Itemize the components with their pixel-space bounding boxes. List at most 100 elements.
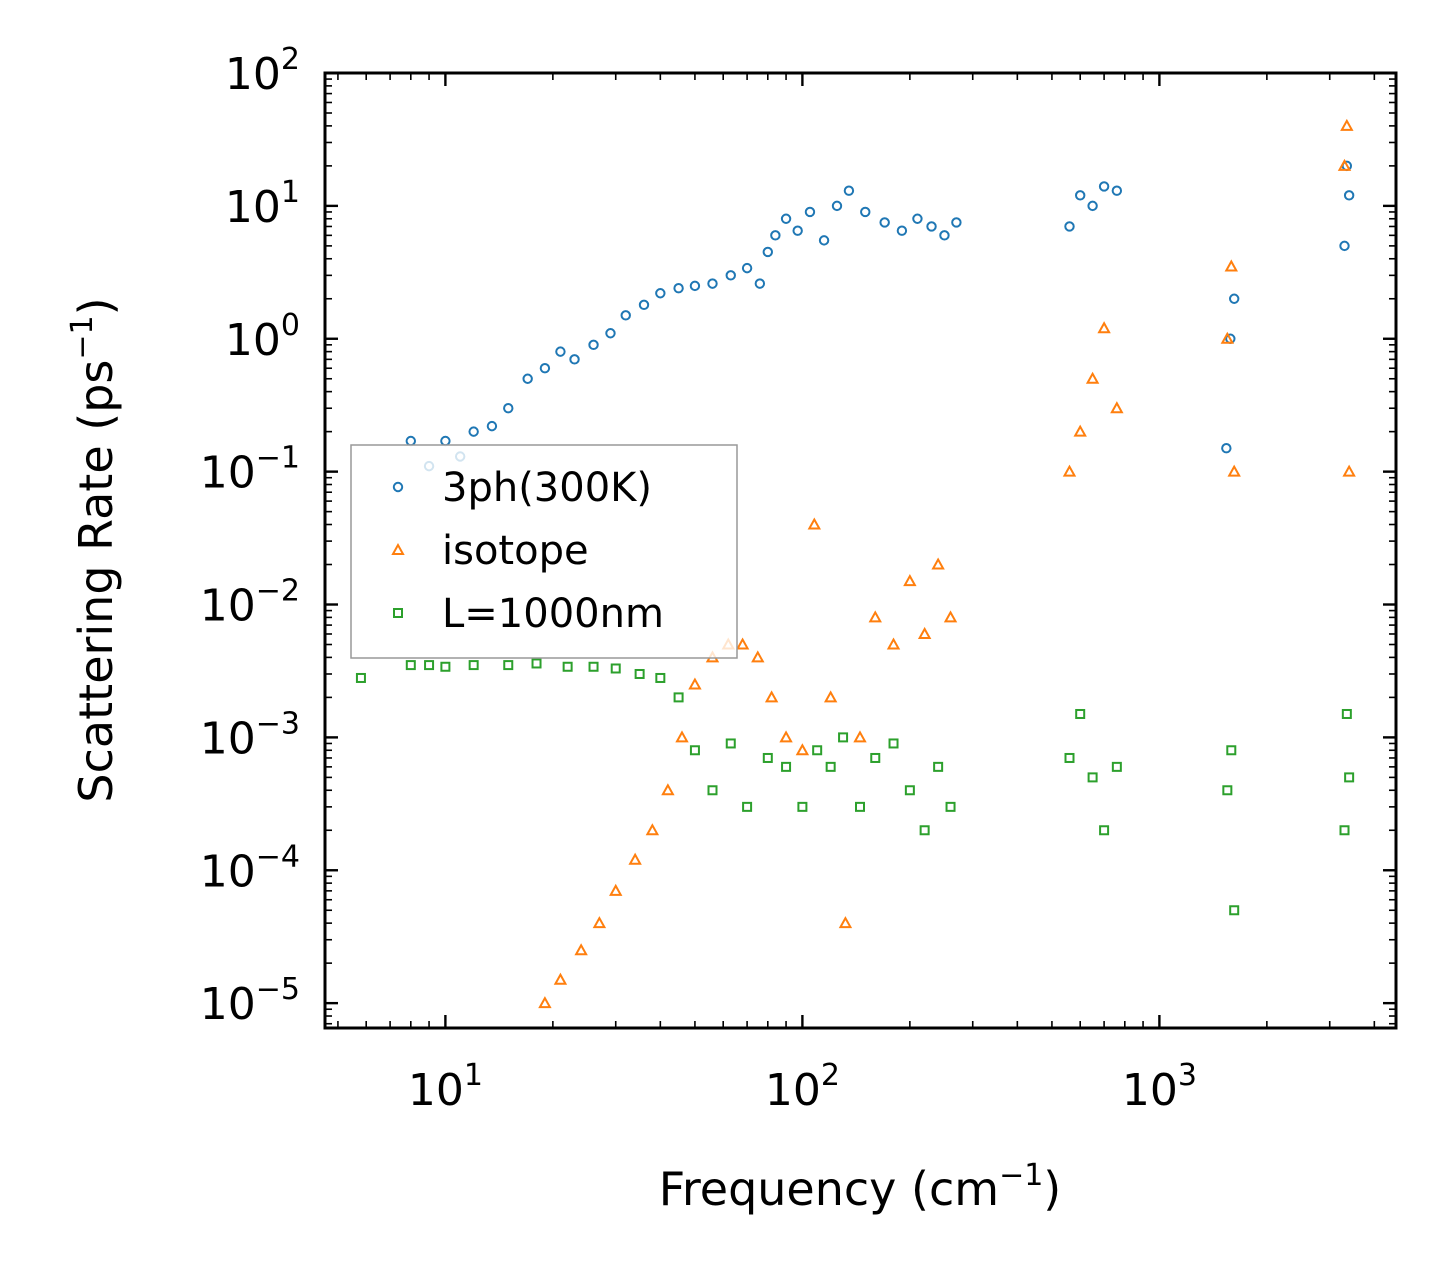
data-point (1110, 401, 1124, 414)
y-tick-label: 10−2 (200, 574, 300, 632)
data-point (1074, 190, 1086, 201)
data-point (764, 690, 779, 703)
series-2 (538, 118, 1356, 1009)
data-point (574, 943, 588, 956)
plot-area (355, 118, 1356, 1009)
data-point (655, 288, 666, 299)
data-point (926, 221, 937, 232)
data-point (1087, 772, 1098, 783)
data-point (860, 206, 871, 218)
data-point (1064, 752, 1075, 763)
data-point (707, 278, 718, 289)
legend-label-2: isotope (442, 528, 589, 574)
data-point (689, 280, 701, 292)
data-point (355, 672, 366, 683)
x-tick-labels: 101 102 103 (408, 1058, 1197, 1116)
data-point (779, 730, 793, 743)
data-point (812, 745, 823, 756)
series-1 (405, 160, 1355, 472)
y-tick-label: 10−3 (200, 706, 300, 764)
data-point (1337, 158, 1352, 171)
data-point (1228, 293, 1240, 304)
data-point (751, 650, 765, 663)
data-point (1099, 825, 1110, 836)
major-ticks (325, 71, 1396, 1028)
data-point (1062, 464, 1077, 477)
data-point (931, 557, 945, 570)
data-point (933, 761, 944, 772)
data-point (531, 658, 542, 669)
data-point (673, 692, 684, 703)
data-point (675, 730, 689, 743)
data-points (355, 118, 1356, 1009)
data-point (1344, 772, 1355, 783)
data-point (888, 738, 899, 749)
data-point (1220, 331, 1235, 344)
legend-marker-3 (393, 608, 403, 618)
data-point (1339, 825, 1350, 836)
y-axis-label: Scattering Rate (ps−1) (65, 297, 123, 802)
data-point (1224, 259, 1238, 272)
x-tick-label: 102 (765, 1058, 840, 1116)
data-point (592, 916, 607, 929)
series-3 (355, 658, 1355, 916)
data-point (1097, 321, 1111, 334)
data-point (707, 785, 718, 796)
data-point (868, 610, 882, 623)
data-point (823, 690, 838, 703)
data-point (1339, 240, 1350, 252)
y-tick-label: 101 (225, 175, 300, 233)
data-point (634, 668, 645, 679)
data-point (951, 217, 962, 228)
data-point (605, 328, 616, 339)
data-point (673, 283, 684, 294)
data-point (855, 801, 866, 812)
data-point (1087, 200, 1098, 212)
data-point (440, 435, 451, 447)
data-point (405, 435, 416, 447)
y-tick-labels: 102 101 100 10−1 10−2 10−3 10−4 10−5 (200, 42, 300, 1030)
data-point (638, 299, 650, 311)
data-point (1085, 371, 1100, 384)
data-point (912, 213, 923, 224)
data-point (725, 270, 736, 281)
data-point (1075, 708, 1086, 719)
data-point (440, 661, 451, 672)
data-point (689, 745, 700, 756)
data-point (688, 677, 702, 690)
data-point (903, 574, 917, 587)
data-point (780, 213, 792, 224)
data-point (870, 752, 881, 763)
data-point (1221, 443, 1232, 454)
x-tick-label: 101 (408, 1058, 483, 1116)
data-point (503, 403, 514, 414)
data-point (804, 206, 816, 218)
data-point (939, 230, 950, 241)
data-point (1073, 424, 1087, 437)
data-point (486, 420, 498, 432)
data-point (838, 916, 853, 929)
data-point (522, 373, 533, 384)
legend-label-3: L=1000nm (442, 591, 664, 637)
y-tick-label: 10−5 (200, 972, 300, 1030)
data-point (538, 996, 552, 1009)
data-point (569, 354, 580, 365)
legend-box (350, 444, 738, 659)
data-point (588, 661, 599, 672)
data-point (770, 230, 781, 241)
data-point (838, 732, 849, 743)
data-point (807, 517, 822, 530)
data-point (797, 801, 808, 812)
data-point (1227, 464, 1241, 477)
data-point (741, 262, 753, 274)
data-point (609, 883, 623, 896)
data-point (620, 310, 631, 321)
data-point (831, 200, 843, 212)
data-point (555, 346, 566, 357)
data-point (628, 852, 642, 865)
data-point (762, 246, 773, 258)
data-point (754, 278, 766, 289)
data-point (1342, 464, 1356, 477)
data-point (1343, 190, 1355, 201)
